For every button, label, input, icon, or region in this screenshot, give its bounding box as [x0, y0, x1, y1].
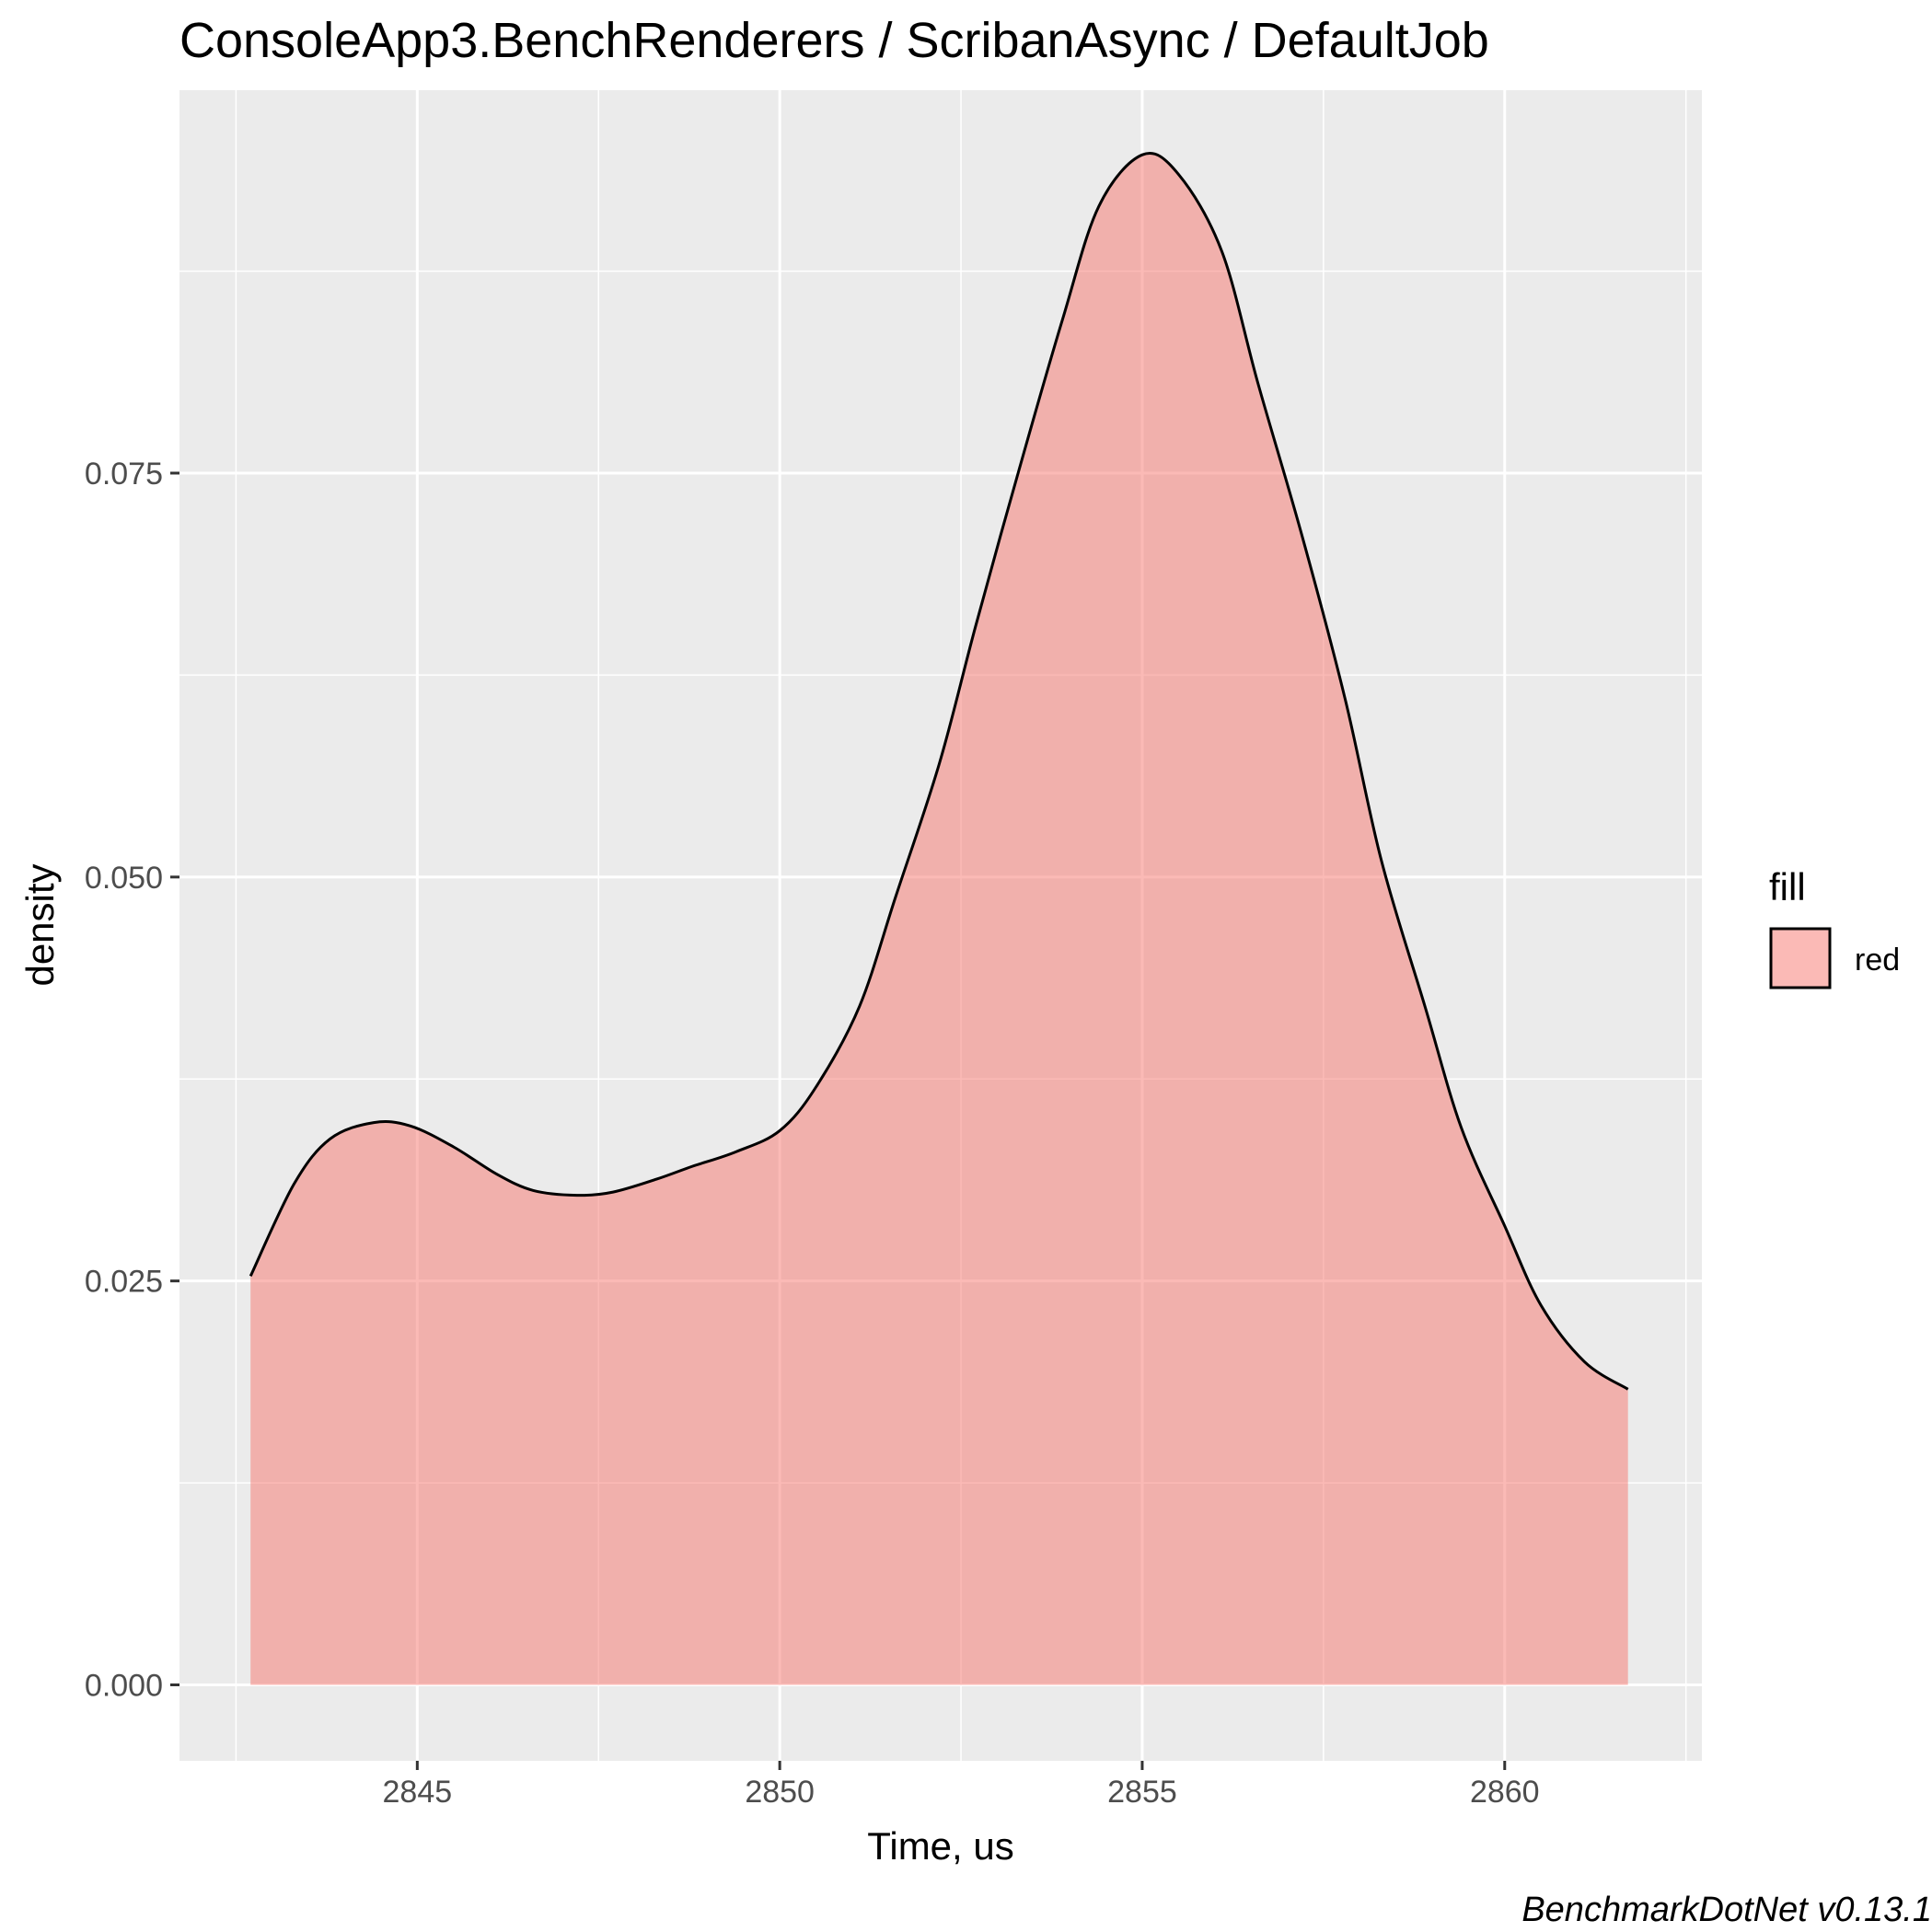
density-area-red [250, 153, 1628, 1685]
legend: fill red [1769, 865, 1900, 989]
caption: BenchmarkDotNet v0.13.1 [1521, 1891, 1932, 1929]
legend-label-red: red [1855, 943, 1900, 978]
legend-key-red [1769, 927, 1832, 989]
y-axis-title: density [18, 863, 62, 986]
chart-title: ConsoleApp3.BenchRenderers / ScribanAsyn… [179, 13, 1489, 68]
x-tick-label: 2855 [1107, 1775, 1177, 1810]
y-axis: 0.000 0.025 0.050 0.075 [85, 457, 179, 1704]
series-layer [249, 152, 1629, 1685]
y-tick-label: 0.025 [85, 1265, 163, 1300]
x-tick-label: 2850 [745, 1775, 815, 1810]
x-tick-label: 2860 [1470, 1775, 1540, 1810]
x-axis-title: Time, us [867, 1824, 1013, 1868]
y-tick-label: 0.075 [85, 457, 163, 492]
y-tick-label: 0.000 [85, 1669, 163, 1704]
density-line-red [249, 152, 1629, 1391]
x-tick-label: 2845 [383, 1775, 453, 1810]
legend-title: fill [1769, 865, 1806, 908]
x-axis: 2845 2850 2855 2860 [383, 1761, 1540, 1810]
y-tick-label: 0.050 [85, 861, 163, 896]
